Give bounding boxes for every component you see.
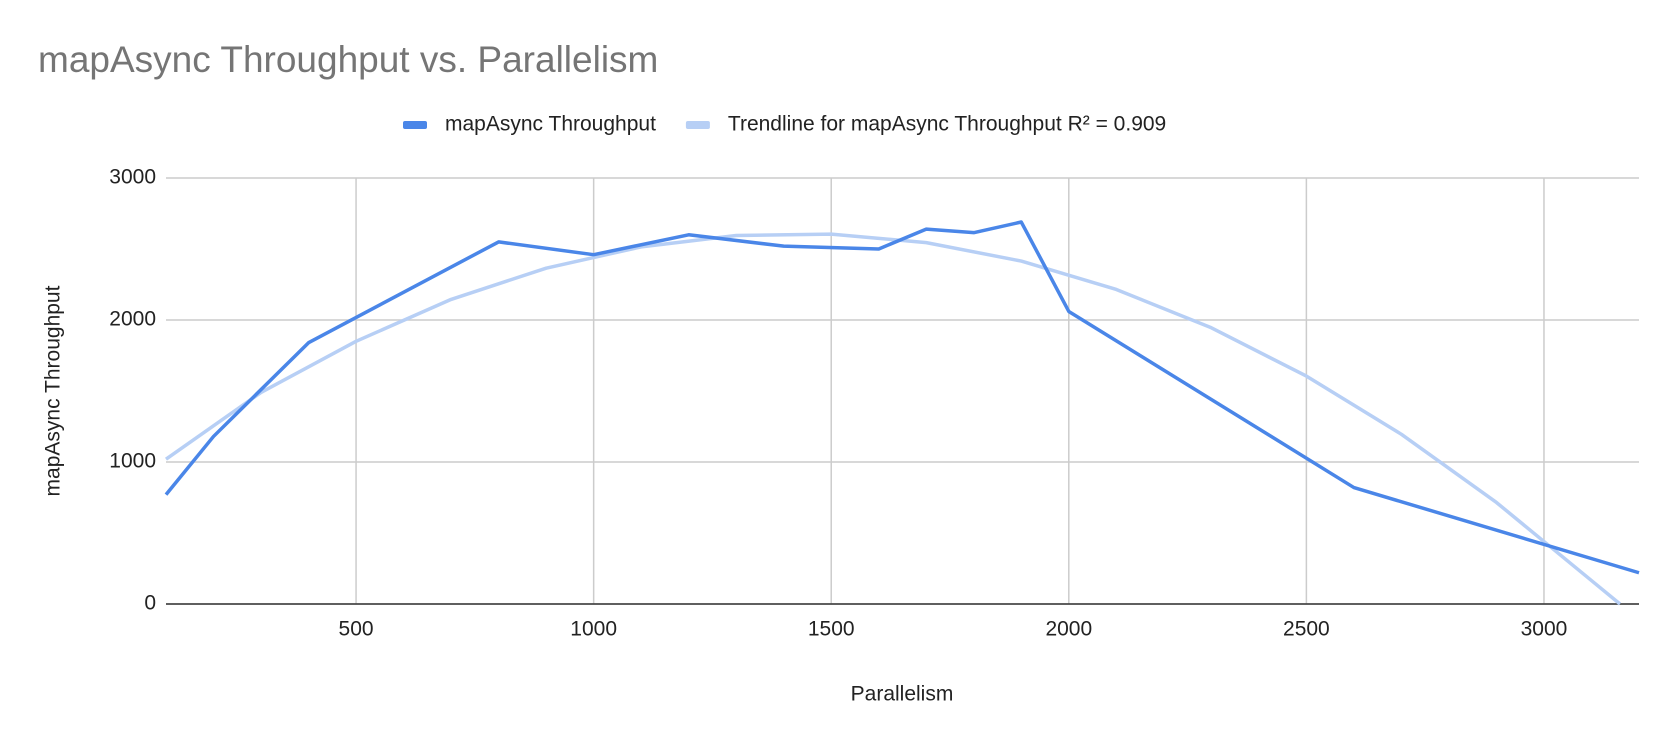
series-line bbox=[164, 232, 1622, 606]
x-tick-label: 2000 bbox=[1045, 618, 1092, 641]
x-tick-label: 1500 bbox=[808, 618, 855, 641]
legend-swatch bbox=[685, 121, 710, 129]
x-axis-label: Parallelism bbox=[851, 683, 954, 706]
legend-swatch bbox=[403, 121, 427, 129]
x-tick-label: 2500 bbox=[1283, 618, 1330, 641]
y-tick-label: 3000 bbox=[109, 166, 156, 189]
x-tick-label: 1000 bbox=[570, 618, 617, 641]
x-tick-label: 3000 bbox=[1521, 618, 1568, 641]
y-axis-label: mapAsync Throughput bbox=[42, 285, 65, 496]
y-tick-label: 0 bbox=[144, 592, 156, 615]
x-tick-label: 500 bbox=[339, 618, 374, 641]
legend-label: mapAsync Throughput bbox=[445, 113, 656, 136]
y-tick-label: 2000 bbox=[109, 308, 156, 331]
series-line bbox=[164, 220, 1640, 575]
chart-title: mapAsync Throughput vs. Parallelism bbox=[38, 39, 658, 80]
legend-label: Trendline for mapAsync Throughput R² = 0… bbox=[728, 113, 1166, 136]
y-tick-label: 1000 bbox=[109, 450, 156, 473]
